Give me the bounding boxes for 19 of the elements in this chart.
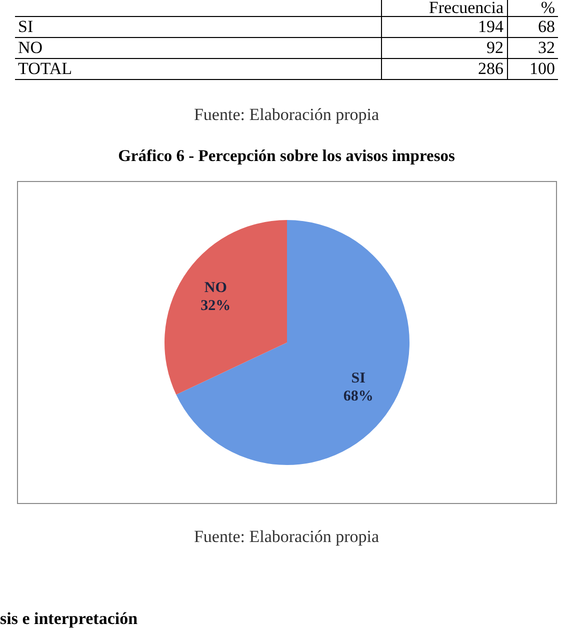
slice-label: SI	[351, 370, 366, 387]
source-note: Fuente: Elaboración propia	[192, 526, 380, 548]
data-label: 286	[381, 58, 507, 80]
source-note: Fuente: Elaboración propia	[192, 104, 380, 126]
text: sis e interpretación	[0, 608, 138, 630]
slice-label: NO	[204, 280, 227, 296]
data-label: 194	[381, 16, 507, 38]
data-label: 32%	[200, 298, 231, 314]
chart-title: Gráfico 6 - Percepción sobre los avisos impresos	[117, 145, 456, 167]
text: %	[507, 0, 558, 17]
data-label: 68%	[343, 388, 374, 405]
data-label: 100	[507, 58, 558, 80]
data-label: 68	[507, 16, 558, 38]
data-label: 32	[507, 38, 558, 58]
category-label: NO	[15, 38, 381, 58]
category-label: SI	[15, 16, 381, 38]
text: Frecuencia	[381, 0, 507, 17]
data-label: 92	[381, 38, 507, 58]
category-label: TOTAL	[15, 58, 381, 80]
